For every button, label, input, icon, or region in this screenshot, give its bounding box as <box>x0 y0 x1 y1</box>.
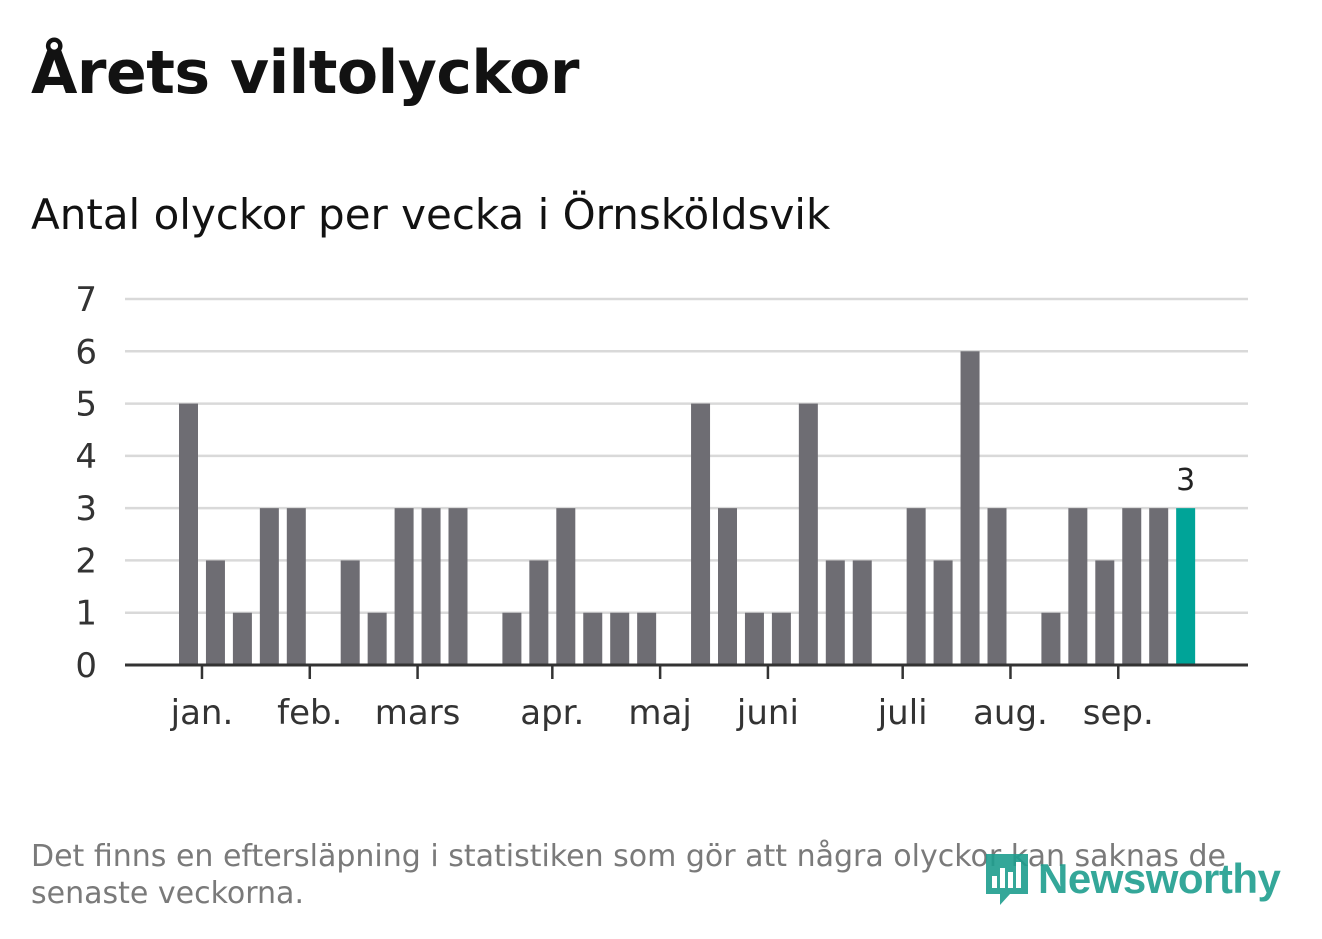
bar-chart: 0 1 2 3 4 5 6 7 jan. feb. mars apr. maj juni juli aug.… <box>75 280 1248 733</box>
bar <box>960 351 980 665</box>
bar <box>987 508 1007 665</box>
bar <box>502 612 522 665</box>
bar <box>1041 612 1061 665</box>
bar <box>933 560 953 665</box>
x-tick-label: apr. <box>520 693 584 733</box>
bar <box>771 612 791 665</box>
bar <box>529 560 549 665</box>
chart-subtitle: Antal olyckor per vecka i Örnsköldsvik <box>31 190 831 239</box>
newsworthy-logo: Newsworthy <box>982 850 1281 908</box>
bar <box>610 612 630 665</box>
bar <box>744 612 764 665</box>
bar <box>691 403 711 665</box>
newsworthy-logo-text: Newsworthy <box>1038 855 1281 902</box>
bar <box>906 508 926 665</box>
y-tick-label: 1 <box>75 594 97 634</box>
y-axis-ticks: 0 1 2 3 4 5 6 7 <box>75 280 97 686</box>
bar <box>637 612 657 665</box>
bar <box>1149 508 1169 665</box>
bar <box>583 612 603 665</box>
bar <box>448 508 468 665</box>
x-tick-label: aug. <box>973 693 1048 733</box>
y-tick-label: 2 <box>75 541 97 581</box>
x-tick-label: juli <box>877 693 928 733</box>
x-axis-ticks: jan. feb. mars apr. maj juni juli aug. sep. <box>170 665 1154 733</box>
bar-highlighted <box>1176 508 1196 665</box>
x-tick-label: maj <box>628 693 691 733</box>
bar <box>718 508 737 665</box>
x-tick-label: jan. <box>170 693 234 733</box>
bar <box>825 560 845 665</box>
bar <box>394 508 414 665</box>
bar <box>421 508 441 665</box>
bar <box>179 403 198 665</box>
bar <box>1068 508 1088 665</box>
bar <box>232 612 252 665</box>
y-tick-label: 7 <box>75 280 97 320</box>
bars <box>179 351 1196 665</box>
y-tick-label: 0 <box>75 646 97 686</box>
bar <box>367 612 387 665</box>
bar <box>556 508 576 665</box>
highlight-value-label: 3 <box>1176 463 1195 498</box>
bar <box>205 560 225 665</box>
x-tick-label: feb. <box>277 693 342 733</box>
bar <box>1122 508 1142 665</box>
bar <box>798 403 818 665</box>
data-labels: 3 <box>1176 463 1195 498</box>
chart-title: Årets viltolyckor <box>31 38 580 108</box>
bar <box>340 560 360 665</box>
y-tick-label: 4 <box>75 437 97 477</box>
bar <box>852 560 872 665</box>
grid-lines <box>125 297 1248 614</box>
bar <box>1095 560 1115 665</box>
x-tick-label: juni <box>736 693 799 733</box>
bar <box>259 508 279 665</box>
y-tick-label: 3 <box>75 489 97 529</box>
bar <box>286 508 306 665</box>
y-tick-label: 5 <box>75 385 97 425</box>
x-tick-label: mars <box>375 693 461 733</box>
newsworthy-logo-icon <box>986 854 1028 905</box>
x-tick-label: sep. <box>1083 693 1154 733</box>
y-tick-label: 6 <box>75 332 97 372</box>
